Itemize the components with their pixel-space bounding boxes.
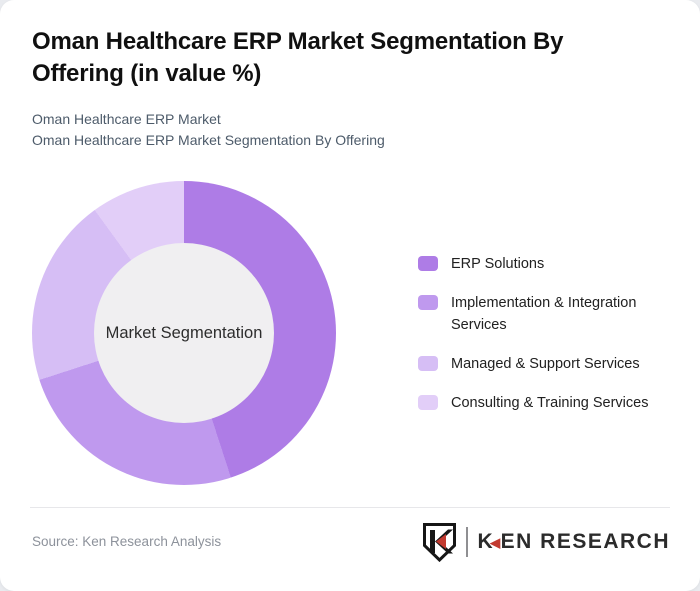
source-text: Source: Ken Research Analysis [32,534,222,549]
legend-label: Managed & Support Services [451,356,640,372]
footer-divider [30,507,670,508]
donut-center-label: Market Segmentation [105,323,263,342]
legend-label: Implementation & Integration Services [451,295,637,333]
ken-research-logo: K◀EN RESEARCH [421,522,670,562]
ken-research-shield-icon [423,523,457,562]
legend-item: Implementation & Integration Services [418,292,668,336]
page-title: Oman Healthcare ERP Market Segmentation … [32,28,564,87]
donut-chart: Market Segmentation [32,181,336,485]
legend-label: ERP Solutions [451,256,545,272]
legend-swatch [418,395,438,410]
legend-item: Managed & Support Services [418,353,668,375]
logo-divider [466,527,469,557]
legend-label: Consulting & Training Services [451,395,649,411]
legend-swatch [418,295,438,310]
chart-subtitle: Oman Healthcare ERP Market Oman Healthca… [32,109,385,151]
brand-rest: EN RESEARCH [500,530,670,553]
chart-legend: ERP Solutions Implementation & Integrati… [418,253,668,431]
brand-triangle-icon: ◀ [490,535,502,550]
legend-item: ERP Solutions [418,253,668,275]
subtitle-line-1: Oman Healthcare ERP Market [32,111,221,127]
donut-center: Market Segmentation [94,243,274,423]
brand-wordmark: K◀EN RESEARCH [477,530,670,554]
legend-swatch [418,256,438,271]
brand-letter-k: K [477,530,495,553]
subtitle-line-2: Oman Healthcare ERP Market Segmentation … [32,132,385,148]
legend-swatch [418,356,438,371]
legend-item: Consulting & Training Services [418,392,668,414]
